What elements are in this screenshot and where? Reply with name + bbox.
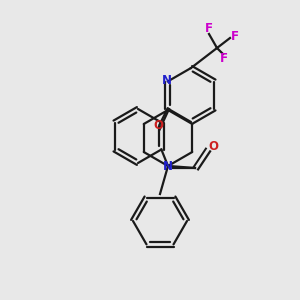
Text: F: F [220,52,228,65]
Text: F: F [205,22,213,35]
Text: N: N [163,160,173,173]
Text: F: F [231,29,239,43]
Text: O: O [154,119,164,132]
Text: N: N [162,74,172,87]
Text: O: O [208,140,218,152]
